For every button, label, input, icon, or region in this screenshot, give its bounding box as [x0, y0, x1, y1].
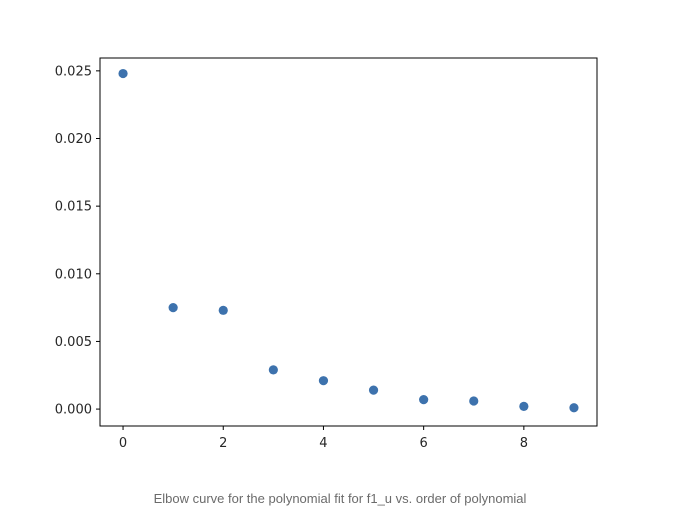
data-point — [368, 385, 379, 395]
x-tick-label: 6 — [420, 436, 428, 451]
data-point — [519, 401, 529, 411]
y-tick-label: 0.020 — [55, 132, 92, 147]
figure-caption: Elbow curve for the polynomial fit for f… — [153, 491, 527, 506]
y-axis-ticks: 0.000 0.005 0.010 0.015 0.020 0.025 — [55, 64, 100, 418]
data-points — [118, 68, 579, 413]
data-point — [268, 365, 278, 375]
plot-area-frame — [99, 57, 598, 427]
data-point — [218, 305, 228, 315]
data-point — [569, 403, 579, 413]
y-tick-label: 0.025 — [55, 64, 92, 79]
data-point — [118, 68, 128, 79]
data-point — [318, 376, 329, 386]
x-tick-label: 8 — [520, 436, 528, 451]
data-point — [168, 303, 178, 313]
y-tick-label: 0.010 — [55, 267, 92, 282]
elbow-chart: 0 2 4 6 8 0.000 0.005 0.010 0.015 0.020 0.025 — [55, 57, 598, 451]
y-tick-label: 0.000 — [55, 403, 92, 418]
y-tick-label: 0.005 — [55, 335, 92, 350]
data-point — [469, 396, 479, 406]
x-axis-ticks: 0 2 4 6 8 — [119, 426, 528, 451]
x-tick-label: 0 — [119, 436, 127, 451]
data-point — [419, 395, 429, 405]
x-tick-label: 2 — [219, 436, 227, 451]
y-tick-label: 0.015 — [55, 200, 92, 215]
x-tick-label: 4 — [319, 436, 327, 451]
